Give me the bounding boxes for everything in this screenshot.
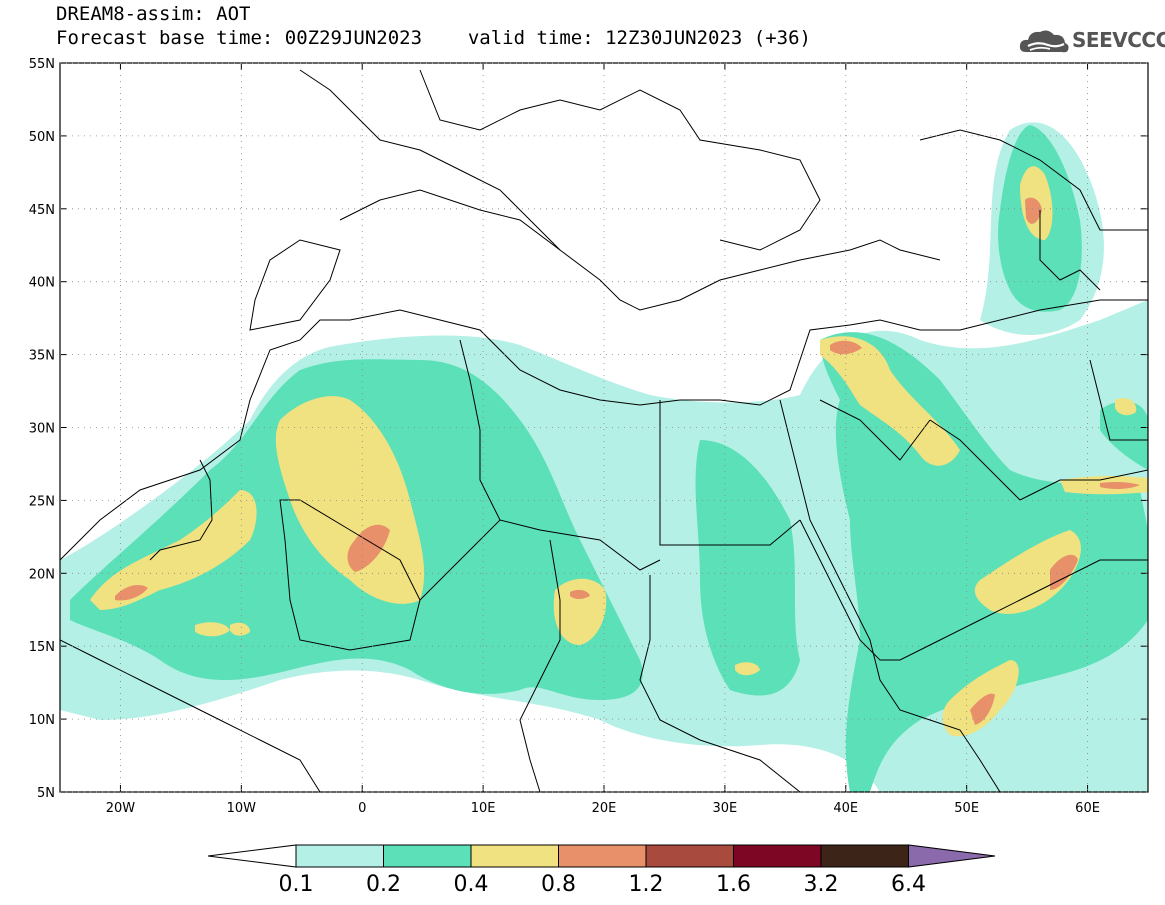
- lat-tick-label: 40N: [29, 276, 55, 291]
- lon-tick-label: 20W: [106, 801, 136, 816]
- lat-tick-label: 15N: [29, 640, 55, 655]
- aot-level-0.8: [115, 197, 1140, 725]
- lon-tick-label: 10W: [227, 801, 257, 816]
- colorbar-label: 6.4: [891, 872, 926, 897]
- graticule: [60, 62, 1148, 793]
- lon-tick-label: 60E: [1075, 801, 1100, 816]
- colorbar-label: 0.4: [454, 872, 489, 897]
- colorbar-label: 0.8: [541, 872, 576, 897]
- lon-tick-label: 10E: [471, 801, 496, 816]
- colorbar-label: 1.6: [716, 872, 751, 897]
- lat-tick-label: 25N: [29, 494, 55, 509]
- colorbar-segment: [820, 844, 909, 868]
- lat-tick-label: 35N: [29, 349, 55, 364]
- lon-tick-label: 50E: [954, 801, 979, 816]
- base-time: Forecast base time: 00Z29JUN2023: [56, 27, 423, 49]
- lat-tick-label: 30N: [29, 422, 55, 437]
- axis-ticks: [60, 62, 1148, 793]
- colorbar-segment: [558, 844, 647, 868]
- colorbar-under-arrow: [207, 844, 297, 868]
- colorbar-segment: [383, 844, 472, 868]
- lon-tick-label: 0: [358, 801, 366, 816]
- lat-tick-label: 45N: [29, 203, 55, 218]
- lon-tick-label: 30E: [713, 801, 738, 816]
- title-line-2: Forecast base time: 00Z29JUN2023 valid t…: [56, 28, 811, 48]
- lat-tick-label: 5N: [37, 786, 55, 801]
- seevccc-logo: SEEVCCC: [1018, 26, 1165, 56]
- colorbar-segment: [295, 844, 384, 868]
- colorbar-label: 3.2: [804, 872, 839, 897]
- lat-tick-label: 10N: [29, 713, 55, 728]
- coastlines-borders: [60, 69, 1148, 792]
- logo-text: SEEVCCC: [1072, 28, 1165, 52]
- axis-tick-labels: 20W 10W 0 10E 20E 30E 40E 50E 60E 55N 50N 45N 40N 35N…: [29, 57, 1100, 816]
- colorbar-label: 0.2: [366, 872, 401, 897]
- colorbar-label: 1.2: [629, 872, 664, 897]
- lon-tick-label: 20E: [592, 801, 617, 816]
- cloud-icon: [1019, 30, 1069, 53]
- lat-tick-label: 55N: [29, 57, 55, 72]
- lat-tick-label: 50N: [29, 130, 55, 145]
- valid-time: valid time: 12Z30JUN2023 (+36): [467, 27, 811, 49]
- colorbar-segment: [733, 844, 822, 868]
- colorbar-label: 0.1: [279, 872, 314, 897]
- lon-tick-label: 40E: [833, 801, 858, 816]
- colorbar-over-arrow: [908, 844, 996, 868]
- title-line-1: DREAM8-assim: AOT: [56, 3, 251, 25]
- colorbar: 0.1 0.2 0.4 0.8 1.2 1.6 3.2 6.4: [207, 844, 996, 897]
- colorbar-segment: [470, 844, 559, 868]
- colorbar-segment: [645, 844, 734, 868]
- lat-tick-label: 20N: [29, 567, 55, 582]
